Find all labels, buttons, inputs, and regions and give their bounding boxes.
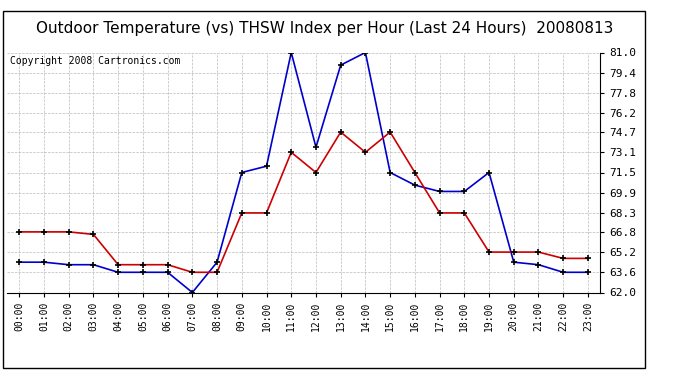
Text: Outdoor Temperature (vs) THSW Index per Hour (Last 24 Hours)  20080813: Outdoor Temperature (vs) THSW Index per … xyxy=(36,21,613,36)
Text: Copyright 2008 Cartronics.com: Copyright 2008 Cartronics.com xyxy=(10,56,180,66)
